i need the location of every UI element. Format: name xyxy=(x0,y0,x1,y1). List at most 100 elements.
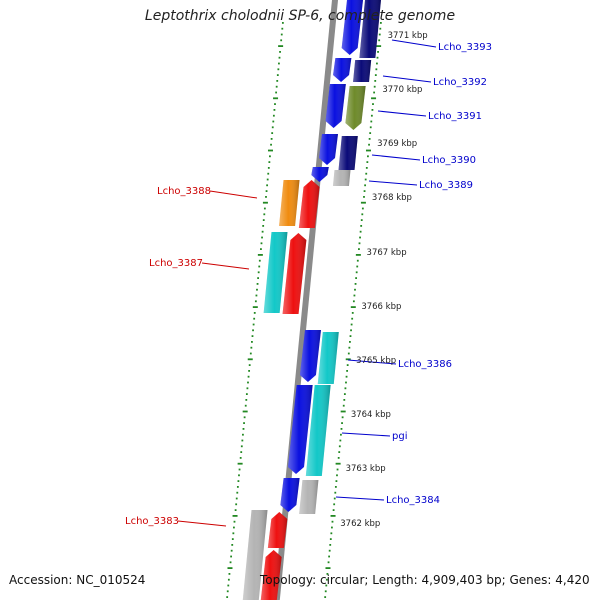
tick-mark xyxy=(242,428,245,430)
tick-mark xyxy=(350,329,352,332)
tick-mark xyxy=(250,346,253,349)
gene-shading xyxy=(353,60,372,82)
label-leader-line xyxy=(347,359,397,365)
tick-mark xyxy=(238,468,241,471)
gene-shading xyxy=(311,167,329,182)
tick-mark xyxy=(266,178,269,181)
tick-mark xyxy=(354,283,357,285)
tick-mark xyxy=(331,520,334,523)
tick-mark xyxy=(247,375,250,378)
genome-summary-text: Topology: circular; Length: 4,909,403 bp… xyxy=(260,573,590,587)
tick-mark xyxy=(334,491,337,494)
tick-mark xyxy=(263,207,266,210)
gene-shading xyxy=(299,330,321,382)
gene-label: Lcho_3389 xyxy=(419,180,473,191)
tick-mark xyxy=(368,143,370,146)
tick-mark xyxy=(256,288,258,291)
tick-mark xyxy=(335,462,341,465)
tick-mark xyxy=(234,509,237,511)
tick-mark xyxy=(366,161,369,163)
tick-mark xyxy=(244,404,247,407)
tick-mark xyxy=(379,27,382,30)
gene-features xyxy=(242,0,381,600)
tick-mark xyxy=(379,22,382,24)
tick-mark xyxy=(281,22,284,24)
tick-mark xyxy=(271,126,274,129)
tick-mark xyxy=(353,294,356,297)
tick-mark xyxy=(328,549,331,552)
gene-shading xyxy=(345,86,366,130)
tick-mark xyxy=(273,109,276,111)
tick-mark xyxy=(247,381,249,384)
gene-shading xyxy=(267,512,288,548)
gene-shading xyxy=(279,180,300,226)
tick-mark xyxy=(325,584,328,587)
tick-mark xyxy=(375,68,378,71)
tick-mark xyxy=(350,323,353,326)
tick-mark xyxy=(356,259,359,262)
tick-mark xyxy=(240,451,243,453)
tick-mark xyxy=(251,341,253,343)
label-leader-line xyxy=(377,110,427,117)
gene-shading xyxy=(318,134,339,165)
gene-shading xyxy=(341,0,363,55)
gene-shading xyxy=(317,332,339,384)
tick-mark xyxy=(347,352,350,355)
tick-mark xyxy=(364,178,367,181)
tick-mark xyxy=(265,196,267,198)
tick-mark xyxy=(361,213,364,216)
gene-label: Lcho_3388 xyxy=(157,186,211,197)
tick-mark xyxy=(278,45,284,47)
gene-shading xyxy=(260,550,282,600)
tick-mark xyxy=(359,236,361,239)
tick-mark xyxy=(229,561,232,564)
gene-shading xyxy=(332,170,351,186)
tick-mark xyxy=(257,254,263,256)
tick-mark xyxy=(256,283,259,285)
label-leader-line xyxy=(341,432,391,437)
kbp-label: 3763 kbp xyxy=(346,464,386,474)
tick-mark xyxy=(330,515,336,517)
tick-mark xyxy=(373,91,376,94)
tick-mark xyxy=(235,503,238,506)
tick-mark xyxy=(237,480,240,482)
kbp-label: 3766 kbp xyxy=(361,302,401,312)
label-leaders xyxy=(177,39,437,527)
kbp-label: 3762 kbp xyxy=(340,519,380,529)
tick-mark xyxy=(355,271,358,274)
tick-mark xyxy=(326,573,329,575)
tick-mark xyxy=(267,167,270,169)
tick-mark xyxy=(338,445,341,448)
gene-shading xyxy=(333,58,352,82)
tick-mark xyxy=(333,503,336,506)
map-title: Leptothrix cholodnii SP-6, complete geno… xyxy=(144,8,456,24)
gene-shading xyxy=(282,233,307,314)
tick-mark xyxy=(345,375,348,378)
tick-mark xyxy=(370,114,373,117)
tick-mark xyxy=(337,457,340,459)
label-leader-line xyxy=(368,180,418,186)
tick-mark xyxy=(239,457,242,459)
tick-mark xyxy=(350,306,356,308)
tick-mark xyxy=(367,155,369,158)
tick-mark xyxy=(360,201,366,204)
tick-mark xyxy=(349,335,352,337)
tick-mark xyxy=(231,538,234,540)
tick-mark xyxy=(231,544,234,546)
tick-mark xyxy=(341,422,343,424)
tick-mark xyxy=(253,312,256,314)
gene-label: Lcho_3390 xyxy=(422,155,476,166)
tick-mark xyxy=(249,352,252,355)
tick-mark xyxy=(271,132,274,134)
gene-shading xyxy=(325,84,346,128)
tick-mark xyxy=(261,236,263,239)
tick-mark xyxy=(358,242,361,245)
tick-mark xyxy=(377,51,379,53)
gene-shading xyxy=(280,478,300,512)
tick-mark xyxy=(236,486,239,488)
tick-mark xyxy=(235,497,238,500)
tick-mark xyxy=(358,248,360,250)
label-leader-line xyxy=(382,75,432,83)
tick-mark xyxy=(238,474,240,477)
label-leader-line xyxy=(201,262,250,270)
